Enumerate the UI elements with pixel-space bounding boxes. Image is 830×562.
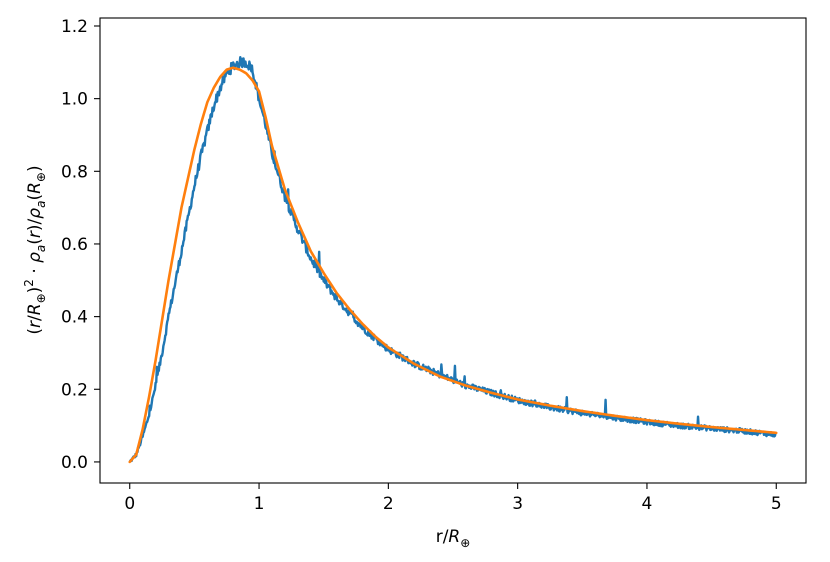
x-tick-label: 0 (124, 494, 135, 514)
x-tick-label: 4 (642, 494, 653, 514)
x-axis: 0 1 2 3 4 5 (124, 483, 782, 514)
plot-frame (99, 17, 807, 484)
y-tick-label: 1.0 (61, 90, 88, 110)
y-axis-label: (r/R⊕)2 · ρa(r)/ρa(R⊕) (22, 165, 48, 334)
plot-series (128, 56, 778, 464)
y-tick-label: 0.4 (61, 308, 88, 328)
y-tick-label: 1.2 (61, 17, 88, 37)
series-histogram-line (128, 56, 778, 463)
series-fit-line (128, 66, 778, 464)
y-tick-label: 0.0 (61, 453, 88, 473)
y-tick-label: 0.8 (61, 162, 88, 182)
x-tick-label: 1 (254, 494, 265, 514)
x-tick-label: 5 (771, 494, 782, 514)
x-tick-label: 3 (512, 494, 523, 514)
x-tick-label: 2 (383, 494, 394, 514)
y-tick-label: 0.6 (61, 235, 88, 255)
y-axis: 0.0 0.2 0.4 0.6 0.8 1.0 1.2 (61, 17, 100, 473)
x-axis-label: r/R⊕ (436, 527, 471, 550)
y-tick-label: 0.2 (61, 380, 88, 400)
